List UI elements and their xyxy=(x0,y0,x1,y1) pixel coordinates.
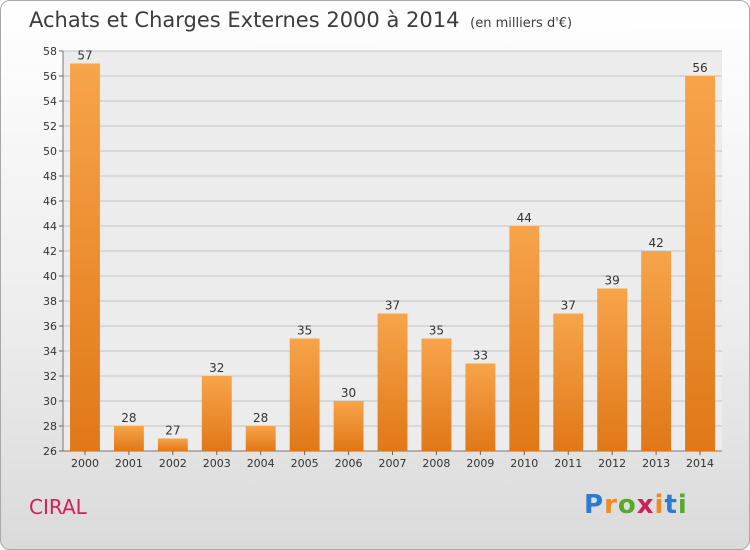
bar xyxy=(509,226,540,451)
x-tick-label: 2008 xyxy=(422,457,450,470)
bar-value-label: 30 xyxy=(341,386,356,400)
bar-value-label: 39 xyxy=(605,274,620,288)
y-tick-label: 44 xyxy=(43,220,57,233)
chart-unit-note: (en milliers d'€) xyxy=(470,16,573,31)
y-tick-label: 34 xyxy=(43,345,57,358)
bar-value-label: 44 xyxy=(517,211,532,225)
y-tick-label: 56 xyxy=(43,70,57,83)
logo-letter: r xyxy=(604,490,618,520)
commune-name: CIRAL xyxy=(29,495,87,519)
bar-value-label: 35 xyxy=(297,324,312,338)
logo-letter: i xyxy=(654,490,665,520)
bar-value-label: 35 xyxy=(429,324,444,338)
x-tick-label: 2004 xyxy=(247,457,275,470)
bar-value-label: 37 xyxy=(385,299,400,313)
logo-letter: o xyxy=(617,490,637,520)
y-tick-label: 48 xyxy=(43,170,57,183)
bar-value-label: 28 xyxy=(253,411,268,425)
bar xyxy=(421,338,452,451)
bar-value-label: 28 xyxy=(121,411,136,425)
bar xyxy=(553,313,584,451)
bar-value-label: 33 xyxy=(473,349,488,363)
bar xyxy=(465,363,496,451)
x-tick-label: 2006 xyxy=(335,457,363,470)
bar xyxy=(641,251,672,451)
bar xyxy=(113,426,144,451)
bar-value-label: 56 xyxy=(692,61,707,75)
x-tick-label: 2005 xyxy=(291,457,319,470)
logo-letter: i xyxy=(677,490,688,520)
x-tick-label: 2014 xyxy=(686,457,714,470)
y-tick-label: 46 xyxy=(43,195,57,208)
bar xyxy=(201,376,232,451)
y-tick-label: 36 xyxy=(43,320,57,333)
proxiti-logo: Proxiti xyxy=(584,490,688,520)
x-tick-label: 2007 xyxy=(379,457,407,470)
bar xyxy=(245,426,276,451)
bar xyxy=(597,288,628,451)
bar-value-label: 57 xyxy=(77,49,92,63)
x-tick-label: 2011 xyxy=(554,457,582,470)
bar xyxy=(289,338,320,451)
bar-value-label: 32 xyxy=(209,361,224,375)
y-tick-label: 52 xyxy=(43,120,57,133)
chart-title: Achats et Charges Externes 2000 à 2014 (… xyxy=(29,8,572,32)
bar xyxy=(685,76,715,451)
y-tick-label: 40 xyxy=(43,270,57,283)
bar xyxy=(377,313,408,451)
y-tick-label: 28 xyxy=(43,420,57,433)
logo-letter: x xyxy=(636,490,655,520)
bar-value-label: 27 xyxy=(165,424,180,438)
y-tick-label: 42 xyxy=(43,245,57,258)
logo-letter: P xyxy=(584,490,605,520)
y-tick-label: 54 xyxy=(43,95,57,108)
y-tick-label: 50 xyxy=(43,145,57,158)
y-tick-label: 26 xyxy=(43,445,57,458)
x-tick-label: 2002 xyxy=(159,457,187,470)
bar-value-label: 42 xyxy=(648,236,663,250)
x-tick-label: 2010 xyxy=(510,457,538,470)
y-tick-label: 30 xyxy=(43,395,57,408)
chart-title-text: Achats et Charges Externes 2000 à 2014 xyxy=(29,8,460,32)
bar xyxy=(70,63,100,451)
logo-letter: t xyxy=(664,490,678,520)
bar xyxy=(333,401,364,451)
x-tick-label: 2012 xyxy=(598,457,626,470)
x-tick-label: 2009 xyxy=(466,457,494,470)
y-tick-label: 58 xyxy=(43,45,57,58)
bar-value-label: 37 xyxy=(561,299,576,313)
x-tick-label: 2013 xyxy=(642,457,670,470)
y-tick-label: 32 xyxy=(43,370,57,383)
x-tick-label: 2003 xyxy=(203,457,231,470)
y-tick-label: 38 xyxy=(43,295,57,308)
x-tick-label: 2000 xyxy=(71,457,99,470)
bar xyxy=(157,438,188,451)
x-tick-label: 2001 xyxy=(115,457,143,470)
